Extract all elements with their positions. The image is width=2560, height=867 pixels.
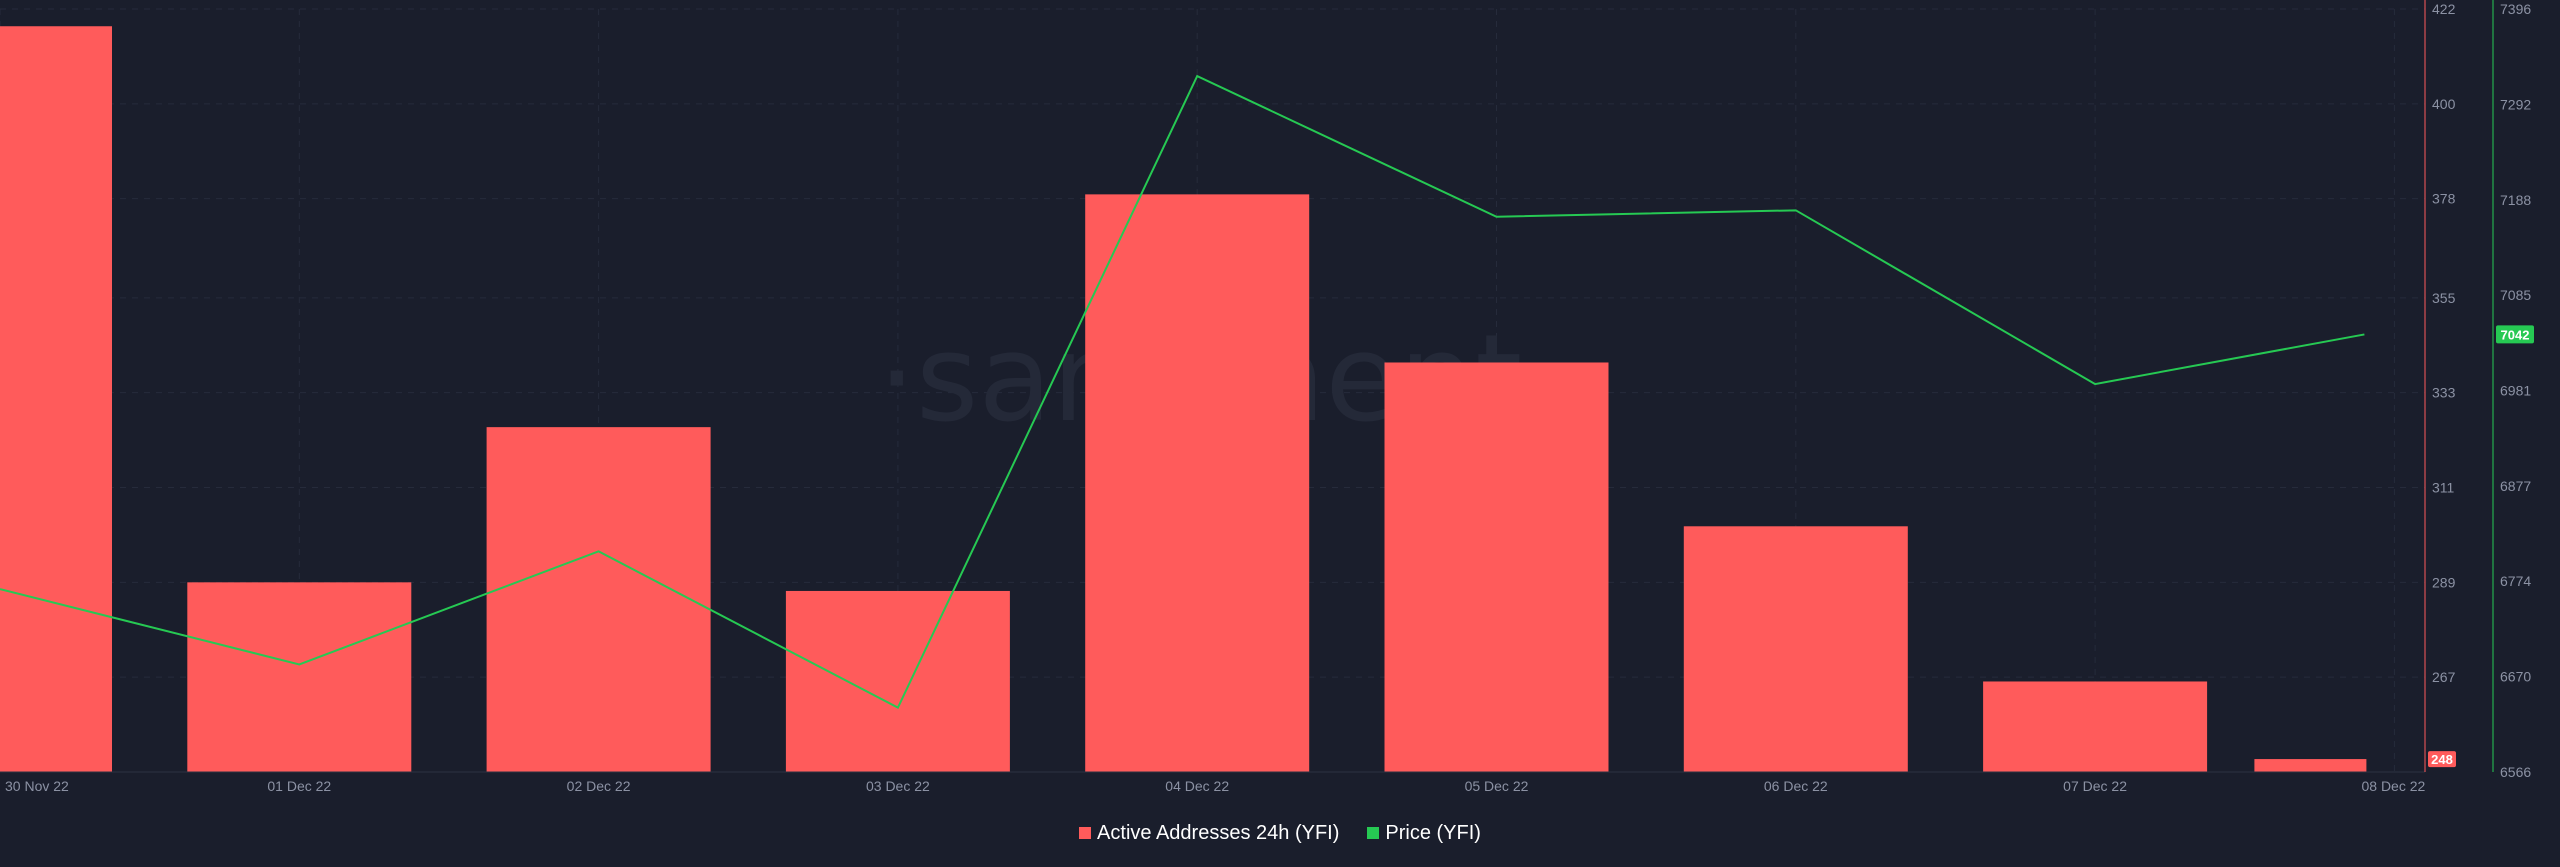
right-axis-tick-label: 7292 bbox=[2500, 97, 2531, 113]
active-addresses-bar bbox=[1085, 194, 1310, 773]
right-axis-tick-label: 7085 bbox=[2500, 287, 2531, 303]
left-last-value-badge bbox=[2428, 751, 2456, 768]
active-addresses-bar bbox=[785, 590, 1010, 772]
right-last-value-badge bbox=[2496, 325, 2534, 344]
x-axis-tick-label: 05 Dec 22 bbox=[1465, 778, 1529, 794]
right-axis-tick-label: 6877 bbox=[2500, 478, 2531, 494]
active-addresses-bar bbox=[1384, 362, 1609, 772]
legend-item-active-addresses[interactable]: Active Addresses 24h (YFI) bbox=[1079, 822, 1339, 845]
right-axis-tick-label: 6670 bbox=[2500, 668, 2531, 684]
right-axis-tick-label: 7188 bbox=[2500, 192, 2531, 208]
right-axis-tick-label: 6566 bbox=[2500, 764, 2531, 780]
legend-label-active-addresses: Active Addresses 24h (YFI) bbox=[1097, 821, 1340, 844]
right-axis-tick-label: 6774 bbox=[2500, 573, 2531, 589]
left-axis-tick-label: 267 bbox=[2432, 669, 2456, 685]
active-addresses-bar bbox=[0, 26, 112, 773]
legend-item-price[interactable]: Price (YFI) bbox=[1367, 822, 1481, 845]
x-axis-tick-label: 04 Dec 22 bbox=[1165, 778, 1229, 794]
x-axis-tick-label: 08 Dec 22 bbox=[2361, 778, 2425, 794]
x-axis-tick-label: 03 Dec 22 bbox=[866, 778, 930, 794]
left-axis-tick-label: 422 bbox=[2432, 1, 2456, 17]
left-axis-tick-label: 378 bbox=[2432, 191, 2456, 207]
active-addresses-bar bbox=[1683, 526, 1908, 772]
right-axis-tick-label: 6981 bbox=[2500, 383, 2531, 399]
x-axis-tick-label: 06 Dec 22 bbox=[1764, 778, 1828, 794]
left-axis-tick-label: 355 bbox=[2432, 290, 2456, 306]
left-axis-tick-label: 333 bbox=[2432, 385, 2456, 401]
x-axis-tick-label: 02 Dec 22 bbox=[567, 778, 631, 794]
left-axis-tick-label: 400 bbox=[2432, 96, 2456, 112]
x-axis-tick-label: 07 Dec 22 bbox=[2063, 778, 2127, 794]
legend-swatch-active-addresses bbox=[1079, 827, 1092, 839]
axes: 422 400 378 355 333 311 289 267 30 Nov 22 01 Dec … bbox=[0, 0, 2534, 794]
left-axis-tick-label: 289 bbox=[2432, 574, 2456, 590]
legend: Active Addresses 24h (YFI) Price (YFI) bbox=[0, 818, 2560, 848]
left-last-value-text: 248 bbox=[2431, 752, 2453, 767]
price-line bbox=[0, 74, 2365, 710]
active-addresses-bar bbox=[2254, 759, 2367, 772]
active-addresses-bar bbox=[486, 427, 711, 772]
right-last-value-text: 7042 bbox=[2501, 327, 2530, 342]
left-axis-tick-label: 311 bbox=[2432, 479, 2455, 495]
legend-label-price: Price (YFI) bbox=[1385, 821, 1481, 844]
x-axis-tick-label: 01 Dec 22 bbox=[267, 778, 331, 794]
right-axis-tick-label: 7396 bbox=[2500, 1, 2531, 17]
x-axis-tick-label: 30 Nov 22 bbox=[5, 778, 69, 794]
active-addresses-bar bbox=[1983, 681, 2208, 772]
bars-series bbox=[0, 26, 2367, 773]
price-series bbox=[0, 74, 2365, 710]
active-addresses-bar bbox=[187, 582, 412, 772]
legend-swatch-price bbox=[1367, 827, 1380, 839]
